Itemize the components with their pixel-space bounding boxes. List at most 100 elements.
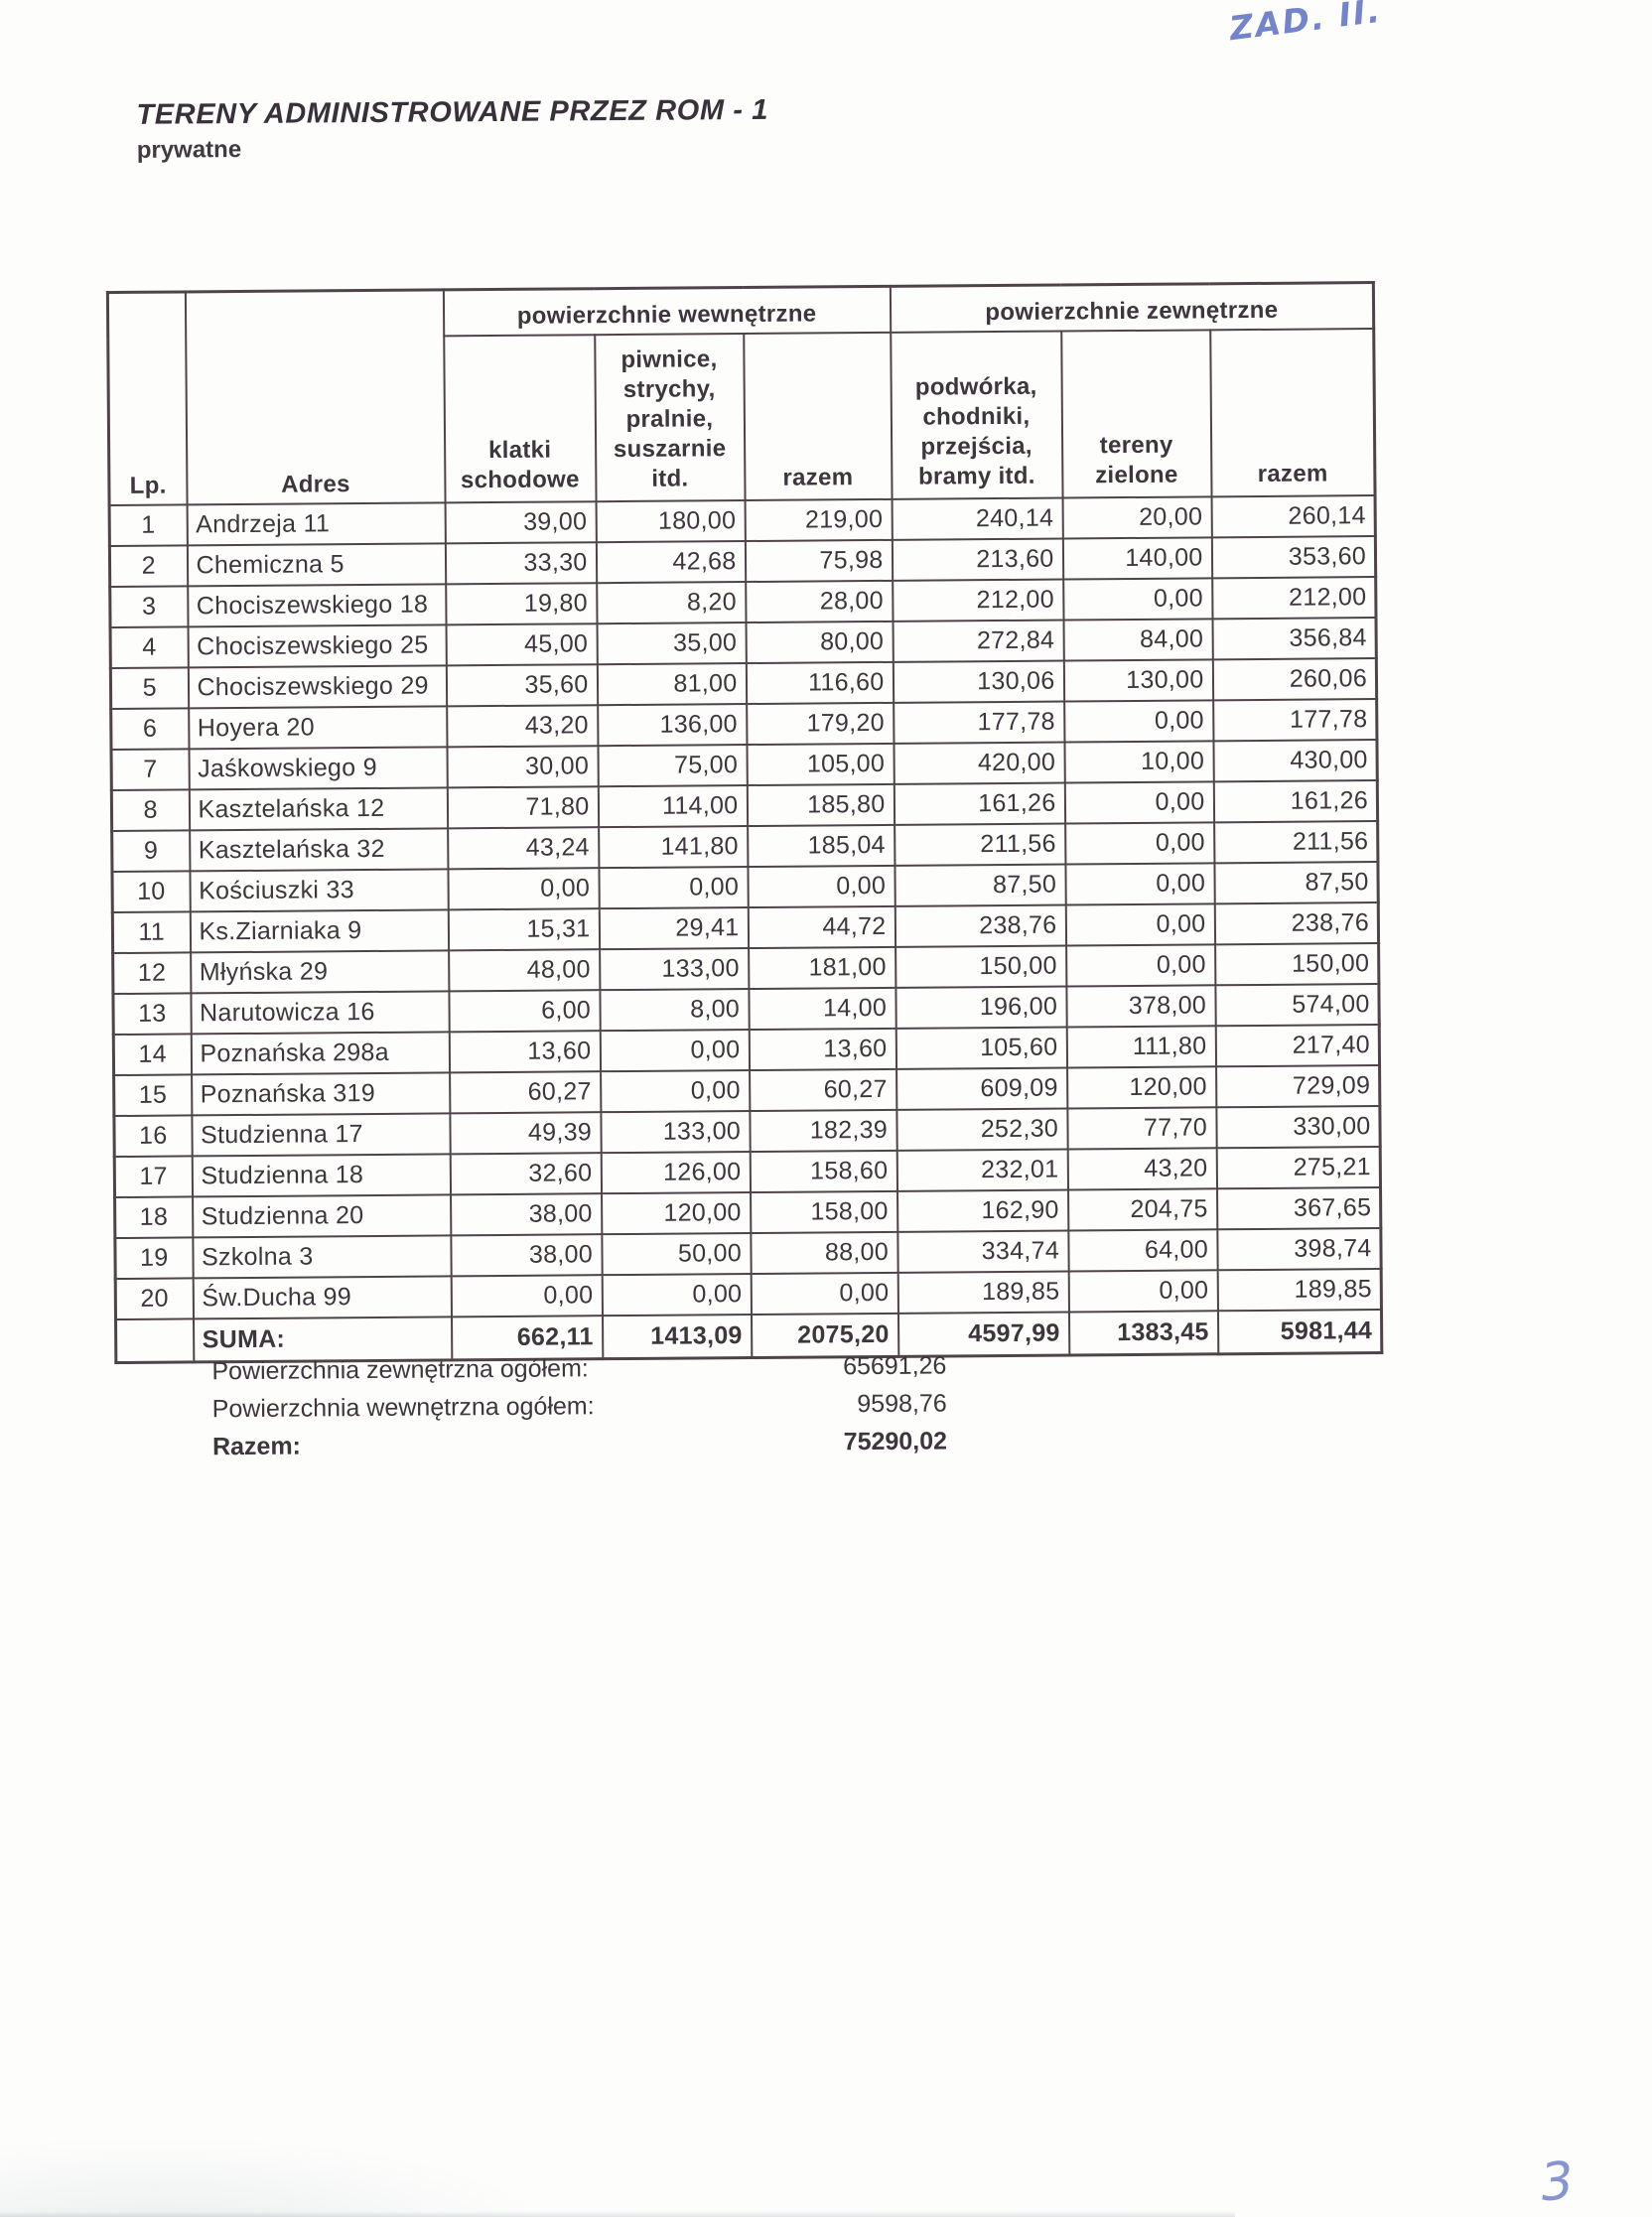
value-cell: 87,50 (894, 864, 1066, 906)
lp-cell: 4 (110, 626, 189, 669)
value-cell: 181,00 (748, 946, 895, 990)
value-cell: 39,00 (445, 501, 597, 544)
value-cell: 212,00 (1211, 577, 1377, 620)
value-cell: 30,00 (446, 746, 599, 788)
col-header-tereny-zielone: tereny zielone (1060, 330, 1212, 498)
value-cell: 0,00 (1063, 700, 1213, 743)
value-cell: 20,00 (1062, 496, 1212, 539)
areas-table: Lp. Adres powierzchnie wewnętrzne powier… (105, 281, 1384, 1365)
value-cell: 77,70 (1066, 1107, 1217, 1150)
value-cell: 60,27 (449, 1071, 601, 1114)
value-cell: 260,14 (1211, 495, 1376, 538)
value-cell: 35,00 (597, 623, 747, 665)
value-cell: 29,41 (599, 907, 749, 950)
value-cell: 133,00 (599, 948, 749, 991)
value-cell: 177,78 (1212, 699, 1378, 742)
value-cell: 0,00 (747, 865, 895, 908)
lp-cell: 19 (114, 1237, 194, 1280)
value-cell: 84,00 (1063, 619, 1213, 661)
value-cell: 38,00 (450, 1193, 602, 1236)
value-cell: 42,68 (596, 541, 746, 584)
address-cell: Kasztelańska 32 (189, 828, 448, 872)
value-cell: 179,20 (746, 702, 894, 746)
value-cell: 75,98 (745, 539, 893, 583)
summary-label: Razem: (211, 1432, 302, 1461)
col-header-lp: Lp. (107, 291, 188, 506)
summary-value: 75290,02 (843, 1427, 948, 1456)
value-cell: 43,20 (1067, 1148, 1217, 1190)
value-cell: 204,75 (1067, 1188, 1217, 1231)
value-cell: 13,60 (449, 1031, 601, 1073)
value-cell: 217,40 (1215, 1025, 1380, 1067)
address-cell: Chociszewskiego 29 (188, 665, 447, 709)
suma-value-cell: 1383,45 (1068, 1311, 1218, 1355)
lp-cell: 1 (109, 504, 188, 547)
value-cell: 158,60 (750, 1150, 897, 1193)
value-cell: 38,00 (450, 1234, 603, 1277)
lp-cell: 16 (113, 1115, 193, 1158)
group-header-internal: powierzchnie wewnętrzne (443, 286, 891, 337)
value-cell: 211,56 (1213, 821, 1378, 864)
value-cell: 0,00 (451, 1275, 603, 1317)
value-cell: 64,00 (1067, 1229, 1218, 1272)
value-cell: 105,60 (895, 1027, 1067, 1069)
summary-value: 9598,76 (857, 1389, 947, 1419)
value-cell: 0,00 (1064, 781, 1214, 824)
value-cell: 232,01 (896, 1149, 1068, 1191)
value-cell: 0,00 (1062, 578, 1213, 621)
value-cell: 80,00 (746, 621, 894, 664)
address-cell: Kasztelańska 12 (189, 787, 448, 831)
address-cell: Poznańska 319 (191, 1072, 450, 1116)
suma-value-cell: 4597,99 (897, 1312, 1069, 1357)
lp-cell: 17 (114, 1156, 193, 1198)
value-cell: 136,00 (597, 704, 747, 747)
table-body: 1 Andrzeja 11 39,00 180,00 219,00 240,14 20,00… (109, 495, 1382, 1363)
value-cell: 0,00 (600, 1030, 750, 1072)
value-cell: 0,00 (1065, 903, 1215, 946)
summary-row-total: Razem: 75290,02 (212, 1427, 967, 1470)
scan-edge-shadow (0, 2211, 1235, 2217)
value-cell: 161,26 (894, 782, 1065, 825)
value-cell: 0,00 (1064, 822, 1214, 865)
suma-value-cell: 5981,44 (1217, 1310, 1382, 1354)
value-cell: 43,20 (446, 705, 598, 748)
value-cell: 150,00 (895, 945, 1066, 988)
value-cell: 87,50 (1213, 862, 1379, 904)
col-header-klatki-schodowe: klatki schodowe (443, 335, 597, 503)
lp-cell: 2 (109, 545, 188, 588)
value-cell: 71,80 (447, 786, 599, 829)
document-subtitle: prywatne (136, 136, 242, 164)
value-cell: 330,00 (1215, 1106, 1381, 1149)
lp-cell: 3 (109, 586, 189, 628)
value-cell: 334,74 (896, 1230, 1069, 1273)
summary-row: Powierzchnia wewnętrzna ogółem: 9598,76 (212, 1389, 967, 1433)
lp-cell: 14 (113, 1034, 192, 1076)
value-cell: 185,80 (747, 783, 895, 827)
value-cell: 272,84 (893, 620, 1064, 662)
value-cell: 48,00 (448, 949, 600, 992)
lp-cell: 11 (112, 911, 191, 954)
value-cell: 13,60 (749, 1028, 896, 1071)
value-cell: 28,00 (745, 580, 894, 624)
value-cell: 212,00 (892, 579, 1064, 622)
value-cell: 252,30 (895, 1108, 1068, 1151)
value-cell: 140,00 (1062, 537, 1212, 580)
value-cell: 238,76 (895, 904, 1066, 947)
lp-cell: 13 (112, 993, 192, 1036)
lp-cell: 12 (112, 952, 191, 995)
value-cell: 35,60 (446, 664, 598, 707)
col-header-razem-zewnetrzne: razem (1209, 329, 1376, 497)
value-cell: 353,60 (1211, 536, 1376, 579)
value-cell: 420,00 (893, 742, 1065, 784)
value-cell: 609,09 (895, 1067, 1067, 1110)
value-cell: 8,00 (599, 989, 750, 1032)
value-cell: 33,30 (445, 542, 597, 585)
value-cell: 6,00 (448, 990, 601, 1033)
value-cell: 19,80 (445, 583, 598, 625)
summary-row: Powierzchnia zewnętrzna ogółem: 65691,26 (211, 1351, 966, 1395)
value-cell: 141,80 (598, 826, 748, 869)
value-cell: 114,00 (598, 785, 748, 828)
value-cell: 161,26 (1213, 780, 1378, 823)
